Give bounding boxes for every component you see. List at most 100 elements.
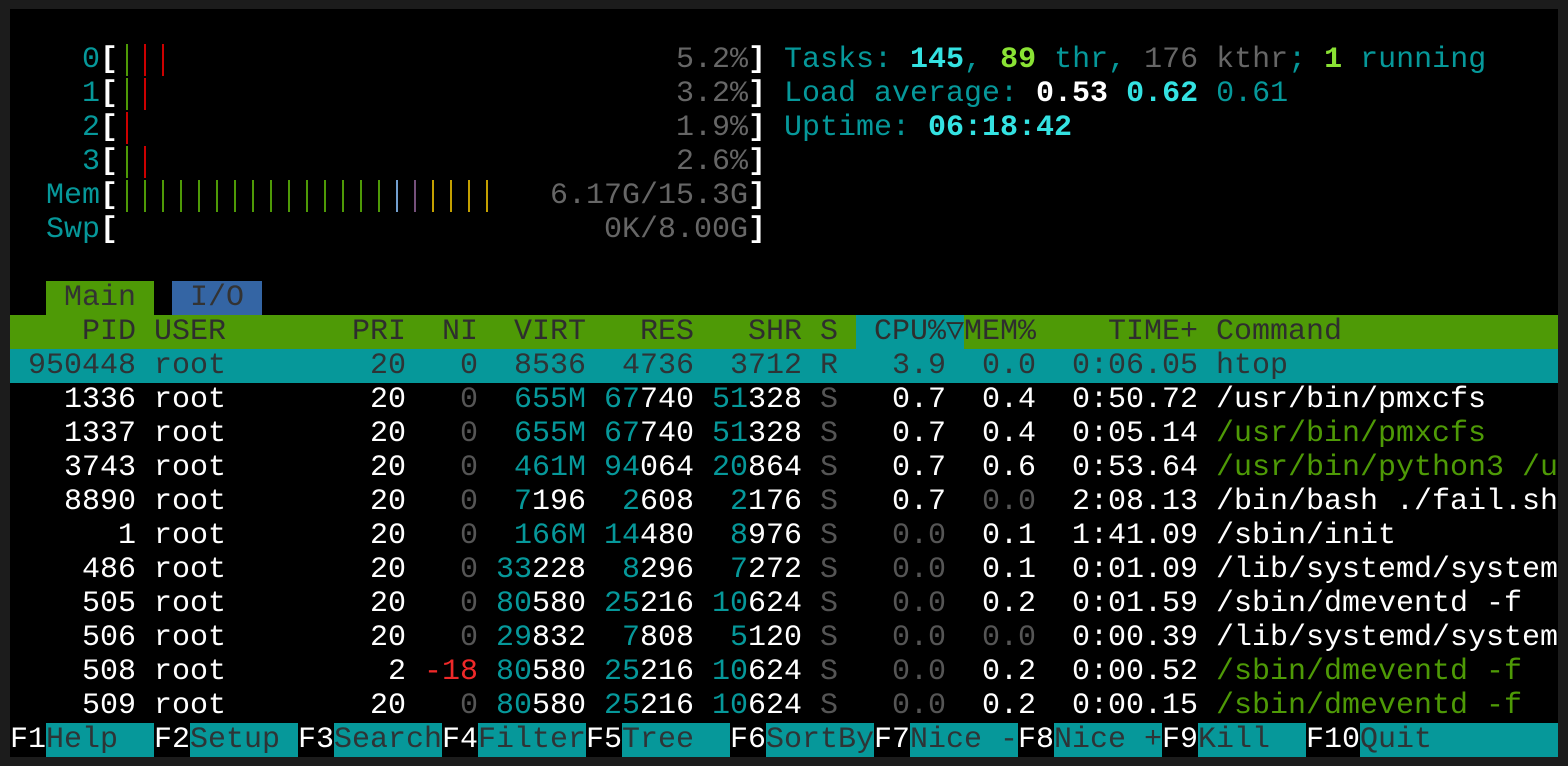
tab-main[interactable]: Main xyxy=(46,281,154,315)
column-header-pid[interactable]: PID xyxy=(81,315,136,349)
fkey-f2[interactable]: F2 xyxy=(154,723,190,757)
bracket-close: ] xyxy=(748,213,766,247)
priority: 20 xyxy=(369,349,406,383)
shr: 8976 xyxy=(712,519,802,553)
nice: 0 xyxy=(459,451,478,485)
column-header-virt[interactable]: VIRT xyxy=(513,315,586,349)
fkey-label-tree[interactable]: Tree xyxy=(622,723,730,757)
fkey-f8[interactable]: F8 xyxy=(1018,723,1054,757)
column-header-cpu[interactable]: CPU% xyxy=(873,315,946,349)
res: 14480 xyxy=(604,519,694,553)
value-thousands: 51 xyxy=(712,383,749,417)
state: R xyxy=(820,349,838,383)
bar-segment-shared xyxy=(406,179,424,213)
process-row[interactable]: 1336 root 20 0 655M 67740 51328 S 0.7 0.4 0:50.72 /… xyxy=(10,383,1558,417)
user: root xyxy=(154,519,227,553)
value-thousands: 8 xyxy=(621,553,640,587)
fkey-f5[interactable]: F5 xyxy=(586,723,622,757)
cpu-percent: 0.0 xyxy=(891,655,946,689)
bracket-close: ] xyxy=(748,77,766,111)
fkey-f6[interactable]: F6 xyxy=(730,723,766,757)
bracket-close: ] xyxy=(748,179,766,213)
process-row[interactable]: 1337 root 20 0 655M 67740 51328 S 0.7 0.4 0:05.14 /… xyxy=(10,417,1558,451)
column-header-command[interactable]: Command xyxy=(1216,315,1343,349)
cpu-time: 0:00.39 xyxy=(1071,621,1198,655)
fkey-f4[interactable]: F4 xyxy=(442,723,478,757)
fkey-f10[interactable]: F10 xyxy=(1306,723,1360,757)
bar-segment-kernel xyxy=(154,43,172,77)
mem-percent: 0.4 xyxy=(981,383,1036,417)
mem-percent: 0.0 xyxy=(981,485,1036,519)
column-header-ni[interactable]: NI xyxy=(441,315,478,349)
meter-value: 2.6% xyxy=(675,145,748,179)
fkey-f1[interactable]: F1 xyxy=(10,723,46,757)
process-row[interactable]: 3743 root 20 0 461M 94064 20864 S 0.7 0.6 0:53.64/… xyxy=(10,451,1558,485)
bar-segment-cache xyxy=(424,179,442,213)
process-row[interactable]: 486 root 20 0 33228 8296 7272 S 0.0 0.1 0:01.09/li… xyxy=(10,553,1558,587)
value-units: 624 xyxy=(748,655,802,689)
fkey-f7[interactable]: F7 xyxy=(874,723,910,757)
fkey-label-kill[interactable]: Kill xyxy=(1198,723,1306,757)
user: root xyxy=(154,655,227,689)
shr: 10624 xyxy=(712,587,802,621)
cpu-percent: 0.7 xyxy=(891,383,946,417)
sep xyxy=(1198,77,1216,111)
value-thousands: 10 xyxy=(712,587,749,621)
fkey-label-nice[interactable]: Nice - xyxy=(910,723,1018,757)
process-row[interactable]: 8890 root 20 0 7196 2608 2176 S 0.7 0.0 2:08.13/bi… xyxy=(10,485,1558,519)
value-units: 216 xyxy=(640,689,694,723)
process-row[interactable]: 950448 root 20 0 8536 4736 3712 R 3.9 0.0 0:06.05 h… xyxy=(10,349,1558,383)
pid: 508 xyxy=(81,655,136,689)
process-row[interactable]: 505 root 20 0 80580 25216 10624 S 0.0 0.2 0:01.59 /… xyxy=(10,587,1558,621)
cpu-percent: 0.0 xyxy=(891,587,946,621)
column-header-shr[interactable]: SHR xyxy=(747,315,802,349)
value-units: 740 xyxy=(640,383,694,417)
fkey-label-quit[interactable]: Quit xyxy=(1360,723,1558,757)
fkey-f9[interactable]: F9 xyxy=(1162,723,1198,757)
sep: , xyxy=(964,43,1001,77)
column-header-time[interactable]: TIME+ xyxy=(1107,315,1198,349)
virt: 8536 xyxy=(496,349,586,383)
bar-segment-kernel xyxy=(136,77,154,111)
fkey-label-search[interactable]: Search xyxy=(334,723,442,757)
value-units: 624 xyxy=(748,689,802,723)
bracket-close: ] xyxy=(748,43,766,77)
cpu-time: 0:06.05 xyxy=(1071,349,1198,383)
cpu-percent: 0.0 xyxy=(891,689,946,723)
bar-segment-cache xyxy=(442,179,460,213)
tab-io[interactable]: I/O xyxy=(172,281,262,315)
bar-segment-normal xyxy=(118,77,136,111)
pid: 3743 xyxy=(63,451,136,485)
running-label: running xyxy=(1342,43,1487,77)
column-header-pri[interactable]: PRI xyxy=(352,315,406,349)
process-row[interactable]: 509 root 20 0 80580 25216 10624 S 0.0 0.2 0:00.15 /… xyxy=(10,689,1558,723)
virt: 80580 xyxy=(496,587,586,621)
mem-percent: 0.6 xyxy=(981,451,1036,485)
column-header-mem[interactable]: MEM% xyxy=(964,315,1036,349)
nice: 0 xyxy=(459,485,478,519)
process-row[interactable]: 508 root 2 -18 80580 25216 10624 S 0.0 0.2 0:00.52… xyxy=(10,655,1558,689)
sort-column-highlight xyxy=(856,315,964,349)
priority: 20 xyxy=(369,587,406,621)
command: /sbin/dmeventd -f xyxy=(1216,689,1523,723)
fkey-label-nice[interactable]: Nice + xyxy=(1054,723,1162,757)
column-header-user[interactable]: USER xyxy=(154,315,227,349)
state: S xyxy=(820,587,838,621)
fkey-label-setup[interactable]: Setup xyxy=(190,723,298,757)
fkey-label-sortby[interactable]: SortBy xyxy=(766,723,874,757)
column-header-res[interactable]: RES xyxy=(639,315,694,349)
mem-percent: 0.4 xyxy=(981,417,1036,451)
shr: 10624 xyxy=(712,689,802,723)
res: 67740 xyxy=(604,417,694,451)
value-units: 216 xyxy=(640,655,694,689)
fkey-f3[interactable]: F3 xyxy=(298,723,334,757)
command: /lib/systemd/system xyxy=(1216,621,1558,655)
process-row[interactable]: 506 root 20 0 29832 7808 5120 S 0.0 0.0 0:00.39/li… xyxy=(10,621,1558,655)
value-thousands: 4 xyxy=(621,349,640,383)
thread-count: 89 xyxy=(1000,43,1037,77)
fkey-label-help[interactable]: Help xyxy=(46,723,154,757)
fkey-label-filter[interactable]: Filter xyxy=(478,723,586,757)
process-row[interactable]: 1 root 20 0 166M 14480 8976 S 0.0 0.1 1:41.09/sbin… xyxy=(10,519,1558,553)
column-header-s[interactable]: S xyxy=(820,315,838,349)
meter-value: 0K/8.00G xyxy=(603,213,748,247)
